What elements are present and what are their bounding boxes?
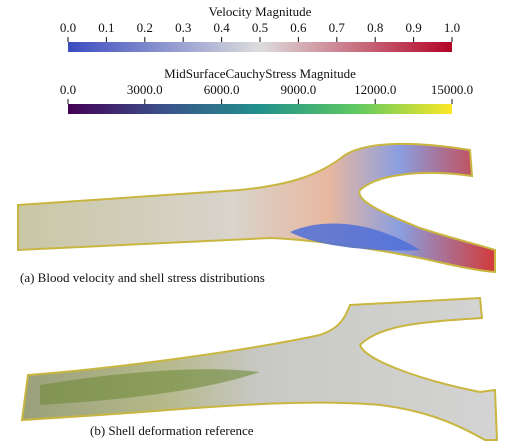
tick-label: 1.0: [444, 20, 460, 35]
tick-label: 0.6: [290, 20, 307, 35]
vessel-velocity: [18, 144, 495, 272]
tick-label: 0.4: [213, 20, 230, 35]
tick-label: 0.9: [405, 20, 421, 35]
tick-label: 12000.0: [354, 82, 396, 97]
tick-label: 3000.0: [127, 82, 163, 97]
colorbar-title: Velocity Magnitude: [209, 4, 312, 19]
panel-a-image: [18, 144, 495, 272]
tick-label: 0.0: [60, 20, 76, 35]
tick-label: 0.3: [175, 20, 191, 35]
tick-label: 0.8: [367, 20, 383, 35]
tick-label: 9000.0: [281, 82, 317, 97]
tick-label: 0.2: [137, 20, 153, 35]
colorbar: [68, 104, 452, 114]
tick-label: 0.5: [252, 20, 268, 35]
tick-label: 0.7: [329, 20, 346, 35]
caption: (a) Blood velocity and shell stress dist…: [20, 270, 265, 285]
panel-b-image: [22, 298, 497, 440]
colorbar: [68, 42, 452, 52]
vessel-deformation: [22, 298, 497, 440]
tick-label: 0.0: [60, 82, 76, 97]
figure: (a) Blood velocity and shell stress dist…: [0, 0, 507, 444]
tick-label: 15000.0: [431, 82, 473, 97]
tick-label: 0.1: [98, 20, 114, 35]
colorbar-title: MidSurfaceCauchyStress Magnitude: [164, 66, 356, 81]
page: (a) Blood velocity and shell stress dist…: [0, 0, 507, 444]
tick-label: 6000.0: [204, 82, 240, 97]
caption: (b) Shell deformation reference: [90, 423, 254, 438]
